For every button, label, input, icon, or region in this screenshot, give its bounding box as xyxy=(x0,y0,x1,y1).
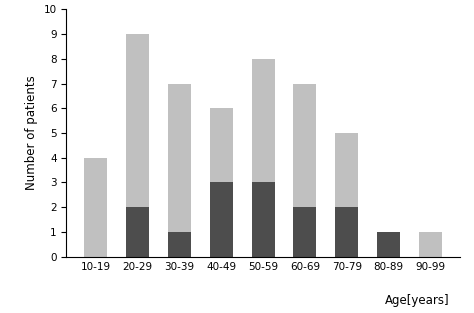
Bar xyxy=(293,84,317,207)
Bar xyxy=(84,158,107,257)
Bar xyxy=(210,182,233,257)
Text: Age[years]: Age[years] xyxy=(385,294,449,307)
Bar xyxy=(126,207,149,257)
Y-axis label: Number of patients: Number of patients xyxy=(25,76,38,190)
Bar xyxy=(335,207,358,257)
Bar xyxy=(252,59,274,182)
Bar xyxy=(293,207,317,257)
Bar xyxy=(210,108,233,182)
Bar xyxy=(168,232,191,257)
Bar xyxy=(168,84,191,232)
Bar xyxy=(335,133,358,207)
Bar xyxy=(126,34,149,207)
Bar xyxy=(252,182,274,257)
Bar xyxy=(419,232,442,257)
Bar xyxy=(377,232,400,257)
